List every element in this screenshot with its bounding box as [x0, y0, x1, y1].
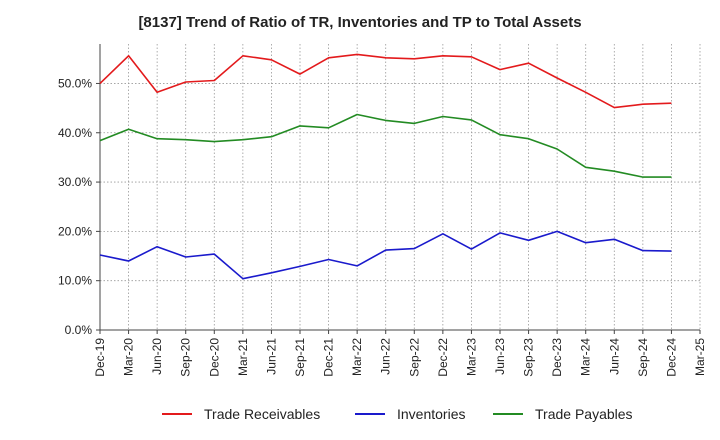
x-tick-label: Mar-21: [236, 338, 250, 376]
x-tick-label: Dec-24: [664, 338, 678, 377]
y-tick-label: 30.0%: [58, 175, 92, 189]
legend-label: Inventories: [397, 406, 465, 422]
series-line-trade-payables: [99, 113, 672, 178]
x-tick-label: Sep-23: [522, 338, 536, 377]
x-tick-label: Mar-24: [579, 338, 593, 376]
x-tick-label: Jun-23: [493, 338, 507, 375]
y-tick-label: 0.0%: [65, 323, 93, 337]
x-tick-label: Dec-21: [322, 338, 336, 377]
x-tick-label: Jun-21: [264, 338, 278, 375]
x-tick-label: Sep-22: [407, 338, 421, 377]
x-tick-label: Mar-23: [464, 338, 478, 376]
series-line-trade-receivables: [99, 53, 672, 109]
x-tick-label: Dec-22: [436, 338, 450, 377]
x-tick-label: Sep-24: [636, 338, 650, 377]
x-tick-label: Jun-22: [379, 338, 393, 375]
x-tick-label: Mar-20: [122, 338, 136, 376]
series-line-inventories: [99, 230, 672, 280]
y-tick-label: 40.0%: [58, 126, 92, 140]
x-tick-label: Dec-23: [550, 338, 564, 377]
legend-label: Trade Receivables: [204, 406, 320, 422]
y-tick-label: 50.0%: [58, 76, 92, 90]
y-tick-label: 10.0%: [58, 274, 92, 288]
x-tick-label: Dec-19: [93, 338, 107, 377]
x-tick-label: Mar-22: [350, 338, 364, 376]
chart-title: [8137] Trend of Ratio of TR, Inventories…: [138, 14, 582, 31]
x-tick-label: Mar-25: [693, 338, 707, 376]
x-tick-label: Dec-20: [207, 338, 221, 377]
y-tick-label: 20.0%: [58, 224, 92, 238]
x-tick-label: Jun-20: [150, 338, 164, 375]
x-tick-label: Jun-24: [607, 338, 621, 375]
legend-label: Trade Payables: [535, 406, 633, 422]
x-tick-label: Sep-21: [293, 338, 307, 377]
x-tick-label: Sep-20: [179, 338, 193, 377]
plot-area: [100, 44, 700, 330]
